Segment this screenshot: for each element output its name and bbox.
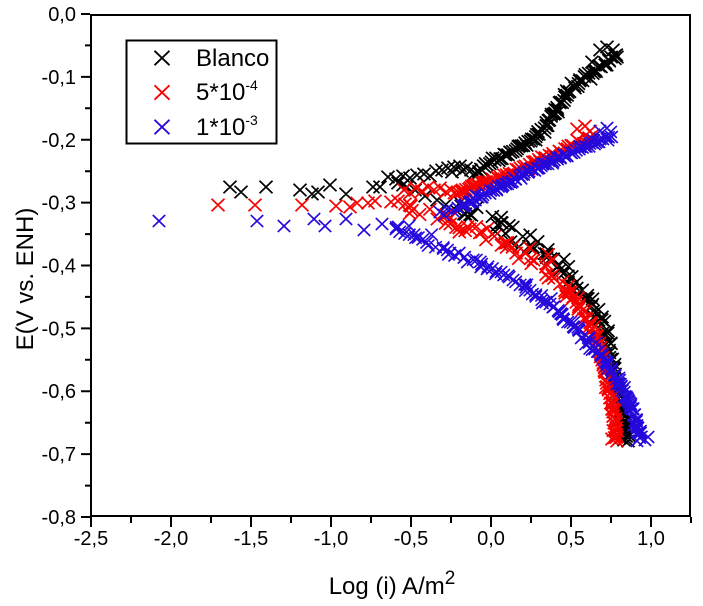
svg-text:0,5: 0,5 <box>557 528 585 550</box>
svg-text:-0,6: -0,6 <box>42 381 76 403</box>
svg-text:1,0: 1,0 <box>637 528 665 550</box>
svg-text:-0,1: -0,1 <box>42 67 76 89</box>
svg-text:Log (i) A/m2: Log (i) A/m2 <box>329 568 456 600</box>
svg-text:-0,5: -0,5 <box>42 318 76 340</box>
svg-text:-0,2: -0,2 <box>42 130 76 152</box>
svg-text:-1,5: -1,5 <box>234 528 268 550</box>
svg-text:-0,5: -0,5 <box>394 528 428 550</box>
svg-text:Blanco: Blanco <box>196 45 269 72</box>
svg-text:E(V vs. ENH): E(V vs. ENH) <box>12 208 39 351</box>
svg-text:-1,0: -1,0 <box>314 528 348 550</box>
svg-text:-2,5: -2,5 <box>74 528 108 550</box>
svg-text:-0,3: -0,3 <box>42 193 76 215</box>
svg-text:-0,8: -0,8 <box>42 507 76 529</box>
svg-text:0,0: 0,0 <box>48 4 76 26</box>
svg-text:-0,7: -0,7 <box>42 444 76 466</box>
svg-text:0,0: 0,0 <box>477 528 505 550</box>
svg-text:-2,0: -2,0 <box>154 528 188 550</box>
svg-text:-0,4: -0,4 <box>42 256 76 278</box>
